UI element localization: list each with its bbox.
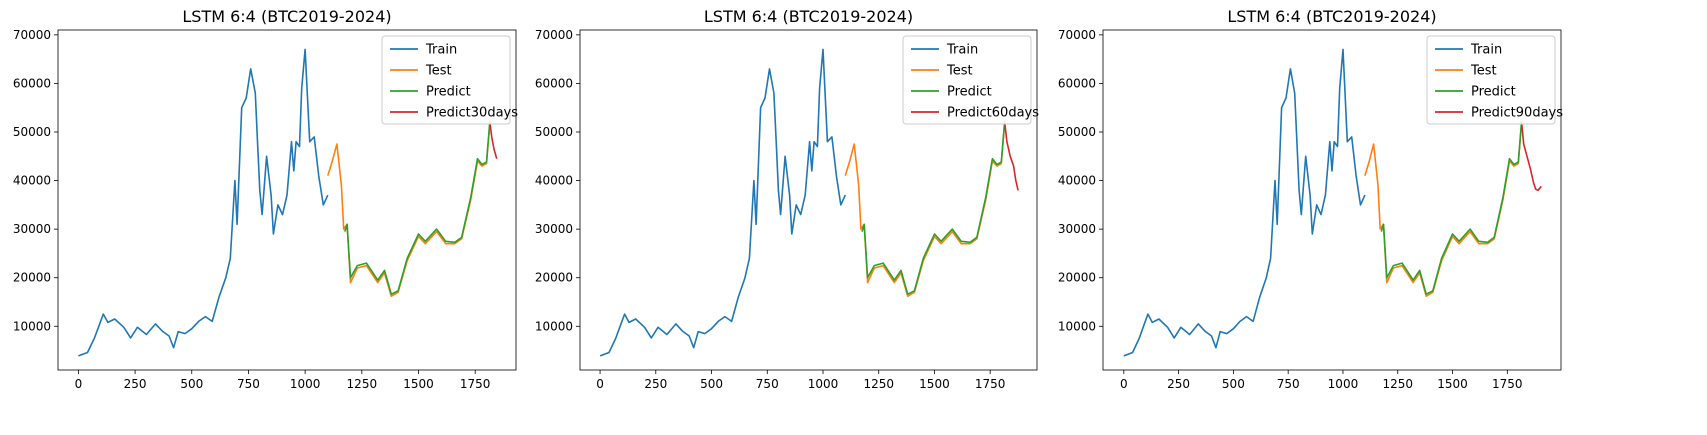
y-tick-label: 20000 [1058,271,1096,285]
y-tick-label: 60000 [13,76,51,90]
x-tick-label: 1000 [808,377,839,391]
legend [381,35,511,125]
y-tick-label: 50000 [1058,125,1096,139]
legend-label: Test [425,64,452,79]
legend [902,35,1032,125]
x-tick-label: 1000 [1328,377,1359,391]
x-tick-label: 1000 [290,377,321,391]
series-line-predict [1380,120,1523,296]
x-tick-label: 750 [1277,377,1300,391]
y-tick-label: 60000 [1058,76,1096,90]
chart-title: LSTM 6:4 (BTC2019-2024) [182,7,391,26]
y-tick-label: 10000 [535,319,573,333]
y-tick-label: 70000 [535,28,573,42]
x-tick-label: 500 [1222,377,1245,391]
series-line-predict30days [489,122,498,159]
y-tick-label: 50000 [535,125,573,139]
chart-panel: LSTM 6:4 (BTC2019-2024) 0 250 500 750 1000 125… [1058,7,1563,391]
legend-label: Predict [1471,85,1516,100]
x-tick-label: 0 [596,377,604,391]
x-tick-label: 500 [180,377,203,391]
series-line-predict90days [1520,122,1542,192]
x-tick-label: 0 [1120,377,1128,391]
x-tick-label: 1500 [919,377,950,391]
legend-label: Predict [947,85,992,100]
x-tick-label: 1250 [863,377,894,391]
y-tick-label: 40000 [535,174,573,188]
chart-panel: LSTM 6:4 (BTC2019-2024) 0 250 500 750 1000 125… [13,7,518,391]
x-tick-label: 0 [75,377,83,391]
legend-label: Train [1470,43,1502,58]
y-tick-label: 60000 [535,76,573,90]
y-tick-label: 30000 [535,222,573,236]
series-line-predict [344,120,491,296]
x-tick-label: 500 [700,377,723,391]
legend-label: Test [946,64,973,79]
legend-label: Predict60days [947,106,1039,121]
x-tick-label: 250 [1167,377,1190,391]
legend-label: Predict90days [1471,106,1563,121]
x-tick-label: 750 [756,377,779,391]
y-tick-label: 40000 [1058,174,1096,188]
legend-label: Train [946,43,978,58]
y-tick-label: 40000 [13,174,51,188]
y-tick-label: 70000 [1058,28,1096,42]
x-tick-label: 1250 [1382,377,1413,391]
series-line-train [1123,48,1366,357]
y-tick-label: 30000 [1058,222,1096,236]
legend-label: Predict [426,85,471,100]
y-tick-label: 20000 [13,271,51,285]
x-tick-label: 1750 [1492,377,1523,391]
chart-panel: LSTM 6:4 (BTC2019-2024) 0 250 500 750 1000 125… [535,7,1039,391]
y-tick-label: 30000 [13,222,51,236]
x-tick-label: 250 [124,377,147,391]
x-tick-label: 1250 [347,377,378,391]
series-line-train [599,48,847,357]
y-tick-label: 10000 [1058,319,1096,333]
x-tick-label: 250 [644,377,667,391]
y-tick-label: 50000 [13,125,51,139]
y-tick-label: 20000 [535,271,573,285]
x-tick-label: 1750 [975,377,1006,391]
chart-title: LSTM 6:4 (BTC2019-2024) [1227,7,1436,26]
legend-label: Test [1470,64,1497,79]
legend [1426,35,1556,125]
chart-title: LSTM 6:4 (BTC2019-2024) [704,7,913,26]
x-tick-label: 1500 [403,377,434,391]
series-line-train [78,48,329,357]
series-line-predict [861,120,1006,296]
legend-label: Predict30days [426,106,518,121]
x-tick-label: 1750 [460,377,491,391]
y-tick-label: 10000 [13,319,51,333]
x-tick-label: 750 [237,377,260,391]
x-tick-label: 1500 [1437,377,1468,391]
legend-label: Train [425,43,457,58]
series-line-predict60days [1003,122,1019,191]
y-tick-label: 70000 [13,28,51,42]
